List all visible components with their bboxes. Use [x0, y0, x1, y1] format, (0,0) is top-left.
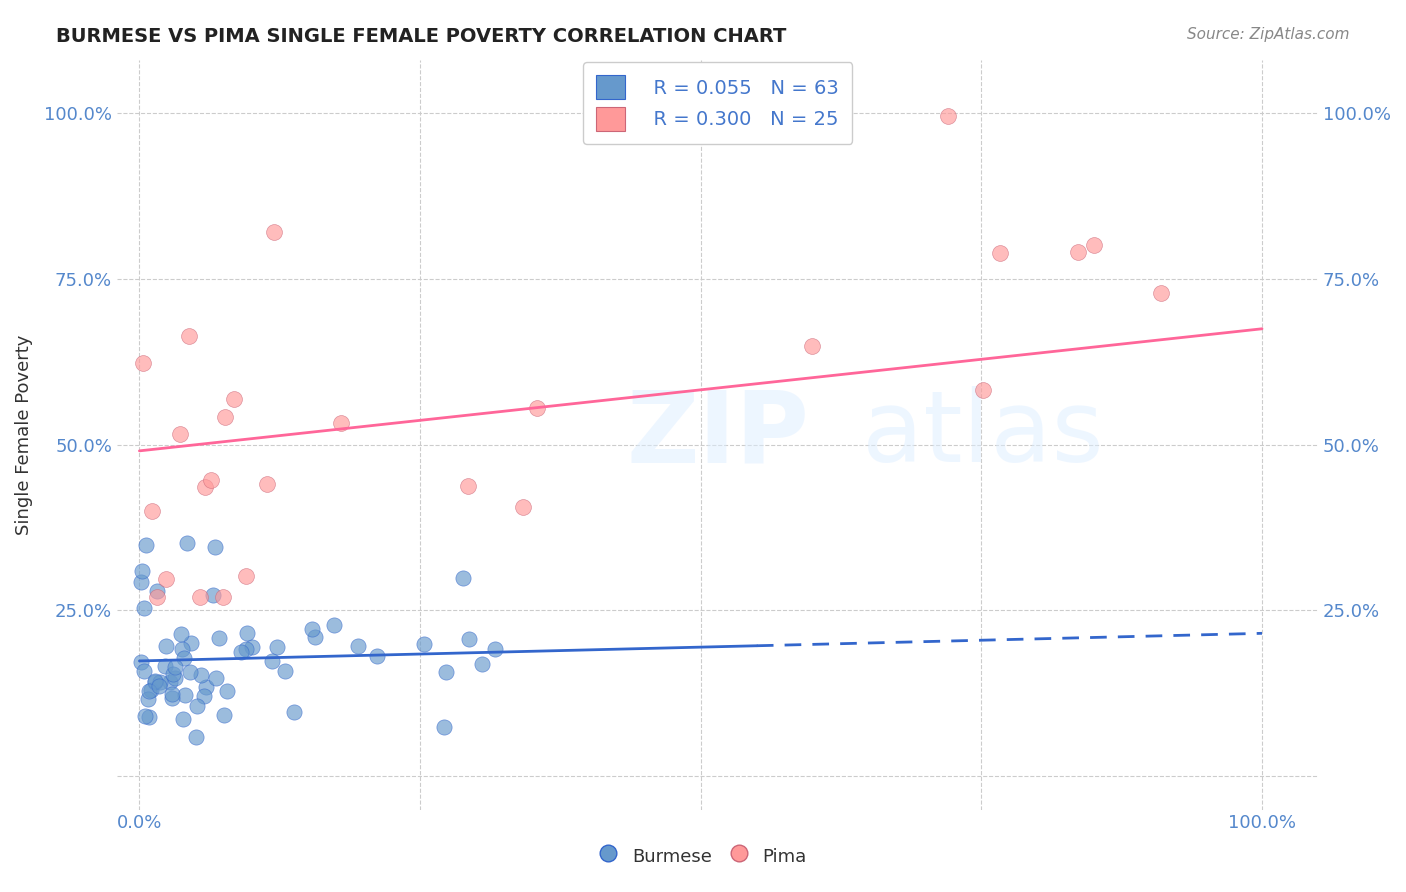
Point: [190, 668, 212, 682]
Point: [301, 622, 323, 636]
Point: [139, 683, 162, 698]
Point: [146, 590, 169, 604]
Point: [235, 642, 257, 657]
Point: [188, 590, 211, 604]
Point: [231, 645, 253, 659]
Point: [172, 712, 194, 726]
Point: [434, 665, 457, 679]
Point: [204, 540, 226, 554]
Point: [129, 655, 152, 669]
Point: [236, 626, 259, 640]
Y-axis label: Single Female Poverty: Single Female Poverty: [15, 334, 32, 535]
Point: [205, 672, 228, 686]
Point: [173, 689, 195, 703]
Point: [180, 636, 202, 650]
Point: [135, 537, 157, 551]
Point: [159, 675, 181, 690]
Point: [366, 649, 388, 664]
Point: [162, 667, 184, 681]
Point: [141, 503, 163, 517]
Point: [346, 639, 368, 653]
Point: [283, 705, 305, 719]
Point: [194, 480, 217, 494]
Point: [274, 665, 297, 679]
Point: [453, 571, 475, 585]
Text: BURMESE VS PIMA SINGLE FEMALE POVERTY CORRELATION CHART: BURMESE VS PIMA SINGLE FEMALE POVERTY CO…: [56, 27, 786, 45]
Point: [173, 651, 195, 665]
Point: [235, 569, 257, 583]
Text: Source: ZipAtlas.com: Source: ZipAtlas.com: [1187, 27, 1350, 42]
Point: [131, 564, 153, 578]
Point: [1083, 238, 1105, 252]
Point: [132, 664, 155, 678]
Point: [186, 698, 208, 713]
Point: [801, 339, 824, 353]
Point: [484, 642, 506, 657]
Point: [304, 631, 326, 645]
Point: [145, 673, 167, 688]
Point: [184, 730, 207, 744]
Point: [145, 583, 167, 598]
Point: [215, 684, 238, 698]
Point: [132, 356, 155, 370]
Point: [214, 409, 236, 424]
Point: [193, 690, 215, 704]
Point: [526, 401, 548, 416]
Point: [163, 672, 186, 686]
Point: [512, 500, 534, 515]
Point: [266, 640, 288, 654]
Point: [153, 659, 176, 673]
Point: [471, 657, 494, 672]
Point: [148, 679, 170, 693]
Point: [200, 473, 222, 487]
Point: [329, 416, 352, 430]
Point: [208, 631, 231, 645]
Text: ZIP: ZIP: [626, 386, 808, 483]
Point: [212, 590, 235, 604]
Point: [457, 479, 479, 493]
Point: [433, 720, 456, 734]
Point: [179, 665, 201, 680]
Point: [163, 660, 186, 674]
Point: [322, 617, 344, 632]
Point: [201, 588, 224, 602]
Text: atlas: atlas: [862, 386, 1104, 483]
Point: [129, 575, 152, 590]
Point: [134, 708, 156, 723]
Point: [936, 109, 959, 123]
Point: [160, 690, 183, 705]
Point: [155, 639, 177, 653]
Point: [224, 392, 246, 407]
Point: [194, 680, 217, 694]
Point: [413, 637, 436, 651]
Point: [160, 687, 183, 701]
Point: [212, 707, 235, 722]
Point: [143, 675, 166, 690]
Point: [179, 328, 201, 343]
Point: [155, 572, 177, 586]
Point: [138, 683, 160, 698]
Point: [972, 384, 994, 398]
Point: [240, 640, 263, 654]
Point: [136, 691, 159, 706]
Point: [256, 476, 278, 491]
Point: [458, 632, 481, 646]
Point: [988, 246, 1011, 260]
Point: [1150, 285, 1173, 300]
Point: [170, 642, 193, 657]
Point: [169, 427, 191, 442]
Point: [170, 627, 193, 641]
Point: [132, 601, 155, 615]
Point: [149, 674, 172, 689]
Point: [1067, 245, 1090, 260]
Legend: Burmese, Pima: Burmese, Pima: [592, 838, 814, 874]
Legend:   R = 0.055   N = 63,   R = 0.300   N = 25: R = 0.055 N = 63, R = 0.300 N = 25: [582, 62, 852, 145]
Point: [263, 225, 285, 239]
Point: [260, 654, 283, 668]
Point: [176, 536, 198, 550]
Point: [138, 709, 160, 723]
